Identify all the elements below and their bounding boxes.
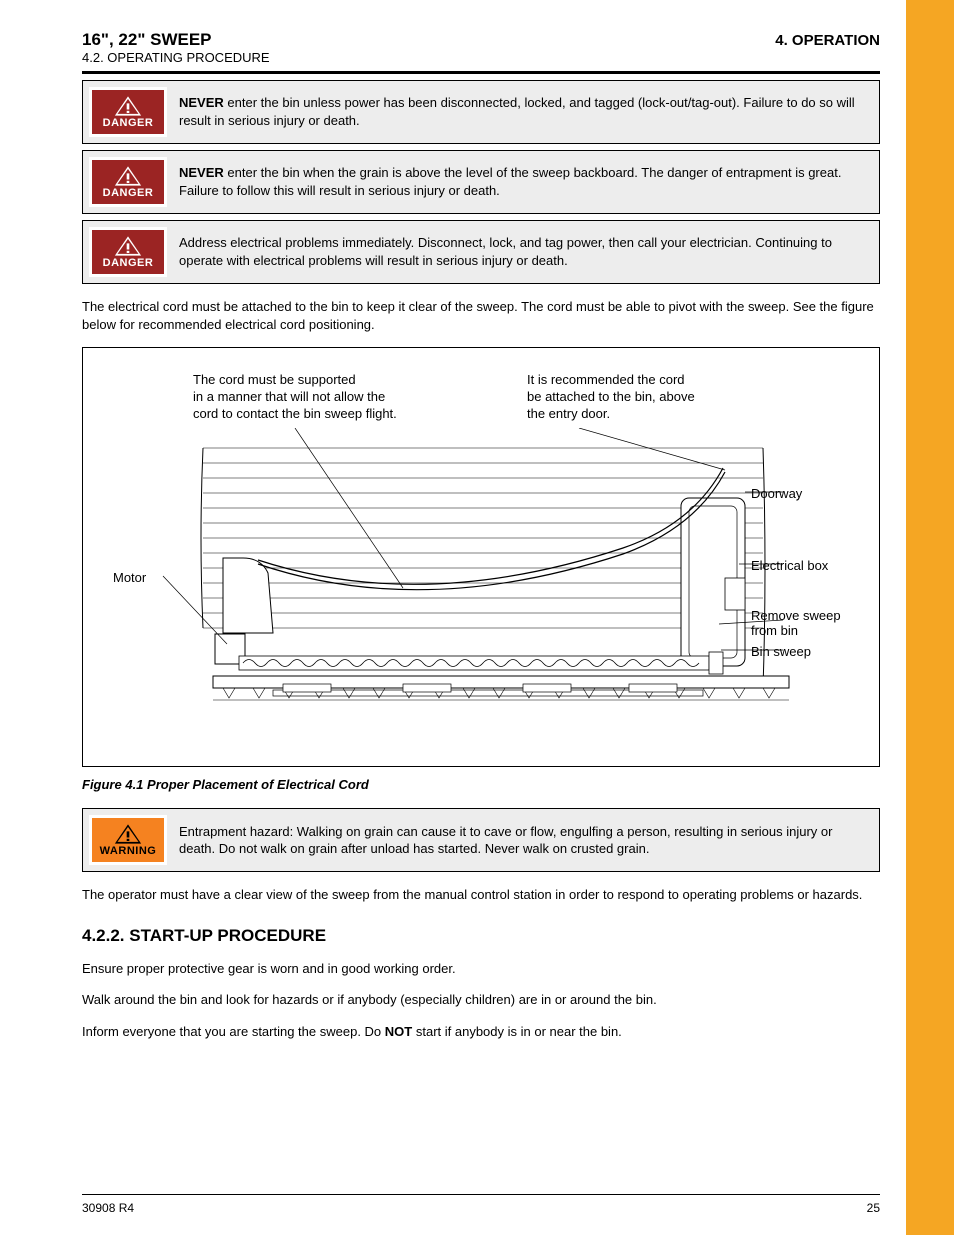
figure-diagram — [123, 428, 843, 748]
hazard-triangle-icon — [114, 165, 142, 187]
subsection-heading: 4.2.2. START-UP PROCEDURE — [82, 926, 880, 946]
chapter-label: 4. OPERATION — [775, 32, 880, 49]
callout-text: NEVER enter the bin when the grain is ab… — [179, 164, 869, 199]
danger-badge: DANGER — [89, 227, 167, 277]
danger-badge: DANGER — [89, 87, 167, 137]
danger-callout-2: DANGER NEVER enter the bin when the grai… — [82, 150, 880, 214]
badge-label: DANGER — [103, 117, 154, 129]
page-content: 16", 22" SWEEP 4.2. OPERATING PROCEDURE … — [0, 0, 906, 1235]
body-paragraph-2: The operator must have a clear view of t… — [82, 886, 880, 904]
danger-callout-1: DANGER NEVER enter the bin unless power … — [82, 80, 880, 144]
badge-label: DANGER — [103, 187, 154, 199]
page-header: 16", 22" SWEEP 4.2. OPERATING PROCEDURE … — [82, 30, 880, 74]
doc-section: 4.2. OPERATING PROCEDURE — [82, 50, 270, 65]
doc-title: 16", 22" SWEEP 4.2. OPERATING PROCEDURE — [82, 30, 270, 65]
body-paragraph-5: Inform everyone that you are starting th… — [82, 1023, 880, 1041]
callout-emphasis: NEVER — [179, 95, 224, 110]
footer-page-number: 25 — [867, 1201, 880, 1215]
figure-caption: Figure 4.1 Proper Placement of Electrica… — [82, 777, 880, 792]
footer-doc-id: 30908 R4 — [82, 1201, 134, 1215]
danger-badge: DANGER — [89, 157, 167, 207]
callout-body: enter the bin when the grain is above th… — [179, 165, 841, 198]
callout-emphasis: NEVER — [179, 165, 224, 180]
callout-text: Address electrical problems immediately.… — [179, 234, 869, 269]
body-paragraph-1: The electrical cord must be attached to … — [82, 298, 880, 333]
figure-4-1: The cord must be supported in a manner t… — [82, 347, 880, 767]
hazard-triangle-icon — [114, 823, 142, 845]
callout-body: enter the bin unless power has been disc… — [179, 95, 855, 128]
doc-title-main: 16", 22" SWEEP — [82, 30, 270, 50]
hazard-triangle-icon — [114, 235, 142, 257]
body-paragraph-3: Ensure proper protective gear is worn an… — [82, 960, 880, 978]
warning-callout: WARNING Entrapment hazard: Walking on gr… — [82, 808, 880, 872]
callout-text: NEVER enter the bin unless power has bee… — [179, 94, 869, 129]
page-footer: 30908 R4 25 — [82, 1194, 880, 1215]
page: 16", 22" SWEEP 4.2. OPERATING PROCEDURE … — [0, 0, 954, 1235]
body-paragraph-4: Walk around the bin and look for hazards… — [82, 991, 880, 1009]
figure-note-right: It is recommended the cord be attached t… — [527, 372, 695, 423]
badge-label: WARNING — [100, 845, 157, 857]
danger-callout-3: DANGER Address electrical problems immed… — [82, 220, 880, 284]
callout-text: Entrapment hazard: Walking on grain can … — [179, 823, 869, 858]
side-accent-bar — [906, 0, 954, 1235]
figure-note-left: The cord must be supported in a manner t… — [193, 372, 397, 423]
p5-suffix: start if anybody is in or near the bin. — [412, 1024, 622, 1039]
badge-label: DANGER — [103, 257, 154, 269]
warning-badge: WARNING — [89, 815, 167, 865]
p5-bold: NOT — [385, 1024, 412, 1039]
p5-prefix: Inform everyone that you are starting th… — [82, 1024, 385, 1039]
hazard-triangle-icon — [114, 95, 142, 117]
